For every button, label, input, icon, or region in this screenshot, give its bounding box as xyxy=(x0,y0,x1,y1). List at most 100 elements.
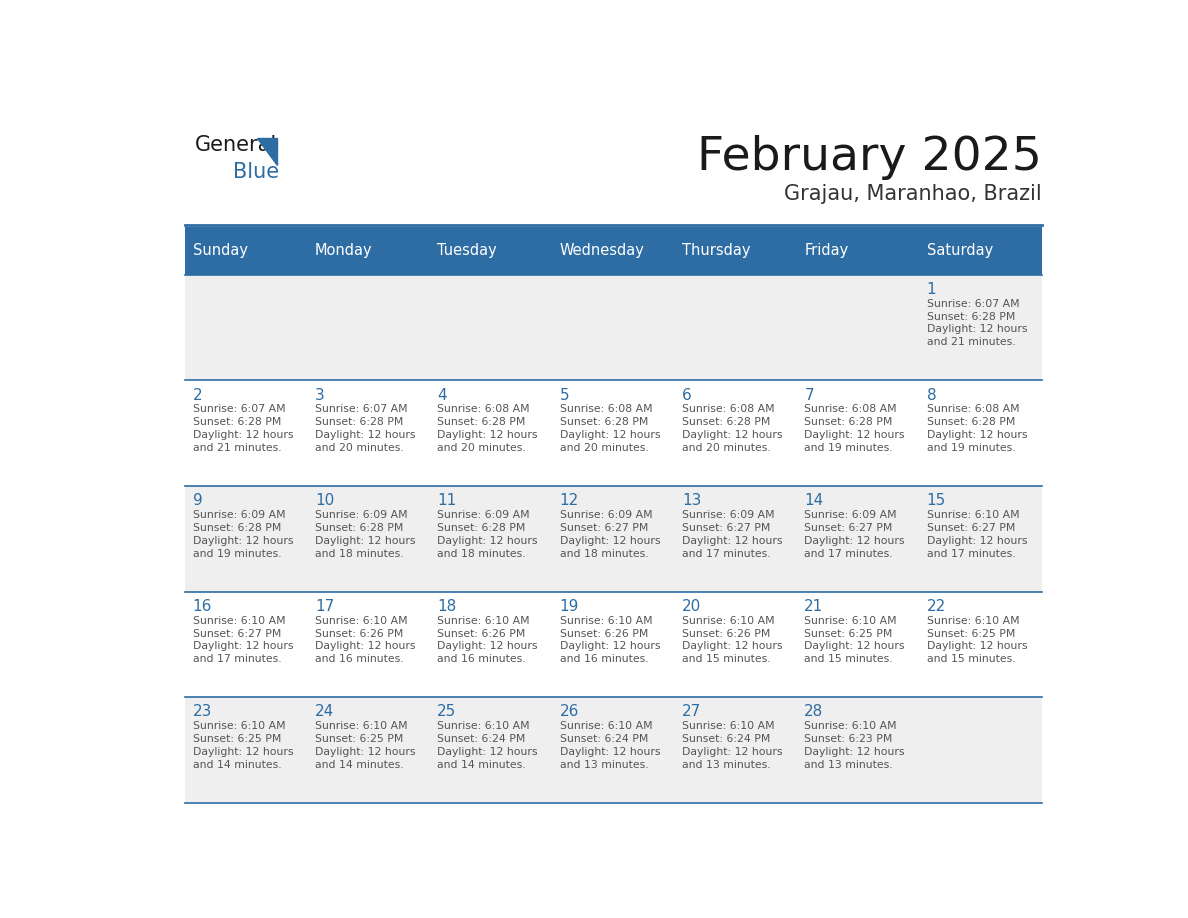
Text: 20: 20 xyxy=(682,599,701,614)
Text: 4: 4 xyxy=(437,387,447,402)
Text: Sunrise: 6:10 AM
Sunset: 6:26 PM
Daylight: 12 hours
and 16 minutes.: Sunrise: 6:10 AM Sunset: 6:26 PM Dayligh… xyxy=(315,616,416,664)
Text: 28: 28 xyxy=(804,704,823,720)
Text: Grajau, Maranhao, Brazil: Grajau, Maranhao, Brazil xyxy=(784,185,1042,205)
FancyBboxPatch shape xyxy=(552,274,675,380)
Text: 12: 12 xyxy=(560,493,579,509)
Text: February 2025: February 2025 xyxy=(696,135,1042,180)
Text: Sunrise: 6:07 AM
Sunset: 6:28 PM
Daylight: 12 hours
and 21 minutes.: Sunrise: 6:07 AM Sunset: 6:28 PM Dayligh… xyxy=(927,299,1028,347)
Text: 16: 16 xyxy=(192,599,213,614)
FancyBboxPatch shape xyxy=(920,380,1042,486)
Text: Sunrise: 6:09 AM
Sunset: 6:28 PM
Daylight: 12 hours
and 18 minutes.: Sunrise: 6:09 AM Sunset: 6:28 PM Dayligh… xyxy=(315,510,416,558)
Text: 1: 1 xyxy=(927,282,936,297)
Text: 13: 13 xyxy=(682,493,701,509)
Text: Sunday: Sunday xyxy=(192,243,247,258)
Text: Friday: Friday xyxy=(804,243,848,258)
Text: 5: 5 xyxy=(560,387,569,402)
Text: Sunrise: 6:10 AM
Sunset: 6:27 PM
Daylight: 12 hours
and 17 minutes.: Sunrise: 6:10 AM Sunset: 6:27 PM Dayligh… xyxy=(192,616,293,664)
Text: Sunrise: 6:10 AM
Sunset: 6:24 PM
Daylight: 12 hours
and 13 minutes.: Sunrise: 6:10 AM Sunset: 6:24 PM Dayligh… xyxy=(560,722,661,769)
Text: Blue: Blue xyxy=(233,162,279,182)
FancyBboxPatch shape xyxy=(797,380,920,486)
FancyBboxPatch shape xyxy=(185,227,308,274)
FancyBboxPatch shape xyxy=(308,274,430,380)
Text: Sunrise: 6:08 AM
Sunset: 6:28 PM
Daylight: 12 hours
and 20 minutes.: Sunrise: 6:08 AM Sunset: 6:28 PM Dayligh… xyxy=(682,405,783,453)
Text: 18: 18 xyxy=(437,599,456,614)
Text: 3: 3 xyxy=(315,387,324,402)
Text: 11: 11 xyxy=(437,493,456,509)
Text: Sunrise: 6:09 AM
Sunset: 6:27 PM
Daylight: 12 hours
and 17 minutes.: Sunrise: 6:09 AM Sunset: 6:27 PM Dayligh… xyxy=(804,510,905,558)
Text: Sunrise: 6:09 AM
Sunset: 6:28 PM
Daylight: 12 hours
and 18 minutes.: Sunrise: 6:09 AM Sunset: 6:28 PM Dayligh… xyxy=(437,510,538,558)
FancyBboxPatch shape xyxy=(308,698,430,803)
Text: Sunrise: 6:10 AM
Sunset: 6:25 PM
Daylight: 12 hours
and 14 minutes.: Sunrise: 6:10 AM Sunset: 6:25 PM Dayligh… xyxy=(315,722,416,769)
Text: Sunrise: 6:09 AM
Sunset: 6:27 PM
Daylight: 12 hours
and 17 minutes.: Sunrise: 6:09 AM Sunset: 6:27 PM Dayligh… xyxy=(682,510,783,558)
FancyBboxPatch shape xyxy=(920,592,1042,698)
FancyBboxPatch shape xyxy=(552,698,675,803)
FancyBboxPatch shape xyxy=(430,486,552,592)
FancyBboxPatch shape xyxy=(920,698,1042,803)
FancyBboxPatch shape xyxy=(308,227,430,274)
Text: 15: 15 xyxy=(927,493,946,509)
Text: Sunrise: 6:10 AM
Sunset: 6:24 PM
Daylight: 12 hours
and 13 minutes.: Sunrise: 6:10 AM Sunset: 6:24 PM Dayligh… xyxy=(682,722,783,769)
Text: Sunrise: 6:07 AM
Sunset: 6:28 PM
Daylight: 12 hours
and 20 minutes.: Sunrise: 6:07 AM Sunset: 6:28 PM Dayligh… xyxy=(315,405,416,453)
Text: 6: 6 xyxy=(682,387,691,402)
FancyBboxPatch shape xyxy=(797,698,920,803)
FancyBboxPatch shape xyxy=(920,227,1042,274)
FancyBboxPatch shape xyxy=(308,380,430,486)
Text: 14: 14 xyxy=(804,493,823,509)
Text: Thursday: Thursday xyxy=(682,243,751,258)
FancyBboxPatch shape xyxy=(675,274,797,380)
FancyBboxPatch shape xyxy=(430,592,552,698)
Text: Sunrise: 6:10 AM
Sunset: 6:26 PM
Daylight: 12 hours
and 16 minutes.: Sunrise: 6:10 AM Sunset: 6:26 PM Dayligh… xyxy=(560,616,661,664)
Text: Sunrise: 6:10 AM
Sunset: 6:23 PM
Daylight: 12 hours
and 13 minutes.: Sunrise: 6:10 AM Sunset: 6:23 PM Dayligh… xyxy=(804,722,905,769)
FancyBboxPatch shape xyxy=(185,486,308,592)
FancyBboxPatch shape xyxy=(430,274,552,380)
Text: Sunrise: 6:08 AM
Sunset: 6:28 PM
Daylight: 12 hours
and 19 minutes.: Sunrise: 6:08 AM Sunset: 6:28 PM Dayligh… xyxy=(804,405,905,453)
Text: Sunrise: 6:09 AM
Sunset: 6:27 PM
Daylight: 12 hours
and 18 minutes.: Sunrise: 6:09 AM Sunset: 6:27 PM Dayligh… xyxy=(560,510,661,558)
FancyBboxPatch shape xyxy=(797,592,920,698)
Text: Sunrise: 6:10 AM
Sunset: 6:25 PM
Daylight: 12 hours
and 15 minutes.: Sunrise: 6:10 AM Sunset: 6:25 PM Dayligh… xyxy=(927,616,1028,664)
Text: Sunrise: 6:10 AM
Sunset: 6:25 PM
Daylight: 12 hours
and 15 minutes.: Sunrise: 6:10 AM Sunset: 6:25 PM Dayligh… xyxy=(804,616,905,664)
FancyBboxPatch shape xyxy=(552,227,675,274)
Text: Sunrise: 6:10 AM
Sunset: 6:24 PM
Daylight: 12 hours
and 14 minutes.: Sunrise: 6:10 AM Sunset: 6:24 PM Dayligh… xyxy=(437,722,538,769)
FancyBboxPatch shape xyxy=(430,227,552,274)
Text: General: General xyxy=(195,135,277,155)
Text: Monday: Monday xyxy=(315,243,373,258)
Text: Sunrise: 6:08 AM
Sunset: 6:28 PM
Daylight: 12 hours
and 20 minutes.: Sunrise: 6:08 AM Sunset: 6:28 PM Dayligh… xyxy=(560,405,661,453)
Text: Sunrise: 6:10 AM
Sunset: 6:26 PM
Daylight: 12 hours
and 15 minutes.: Sunrise: 6:10 AM Sunset: 6:26 PM Dayligh… xyxy=(682,616,783,664)
Text: 17: 17 xyxy=(315,599,334,614)
Text: Sunrise: 6:10 AM
Sunset: 6:27 PM
Daylight: 12 hours
and 17 minutes.: Sunrise: 6:10 AM Sunset: 6:27 PM Dayligh… xyxy=(927,510,1028,558)
Text: 9: 9 xyxy=(192,493,202,509)
Text: Sunrise: 6:09 AM
Sunset: 6:28 PM
Daylight: 12 hours
and 19 minutes.: Sunrise: 6:09 AM Sunset: 6:28 PM Dayligh… xyxy=(192,510,293,558)
FancyBboxPatch shape xyxy=(552,380,675,486)
FancyBboxPatch shape xyxy=(430,698,552,803)
FancyBboxPatch shape xyxy=(185,592,308,698)
Text: 27: 27 xyxy=(682,704,701,720)
FancyBboxPatch shape xyxy=(308,486,430,592)
FancyBboxPatch shape xyxy=(552,592,675,698)
FancyBboxPatch shape xyxy=(552,486,675,592)
FancyBboxPatch shape xyxy=(675,380,797,486)
Text: Sunrise: 6:08 AM
Sunset: 6:28 PM
Daylight: 12 hours
and 20 minutes.: Sunrise: 6:08 AM Sunset: 6:28 PM Dayligh… xyxy=(437,405,538,453)
Text: 8: 8 xyxy=(927,387,936,402)
FancyBboxPatch shape xyxy=(308,592,430,698)
Text: 22: 22 xyxy=(927,599,946,614)
Text: 24: 24 xyxy=(315,704,334,720)
FancyBboxPatch shape xyxy=(675,592,797,698)
FancyBboxPatch shape xyxy=(675,698,797,803)
Text: 23: 23 xyxy=(192,704,213,720)
FancyBboxPatch shape xyxy=(920,486,1042,592)
Text: Sunrise: 6:10 AM
Sunset: 6:26 PM
Daylight: 12 hours
and 16 minutes.: Sunrise: 6:10 AM Sunset: 6:26 PM Dayligh… xyxy=(437,616,538,664)
Text: 21: 21 xyxy=(804,599,823,614)
Text: Wednesday: Wednesday xyxy=(560,243,645,258)
Text: 26: 26 xyxy=(560,704,579,720)
FancyBboxPatch shape xyxy=(797,274,920,380)
FancyBboxPatch shape xyxy=(430,380,552,486)
Text: 25: 25 xyxy=(437,704,456,720)
FancyBboxPatch shape xyxy=(675,486,797,592)
Text: Tuesday: Tuesday xyxy=(437,243,497,258)
Text: Sunrise: 6:10 AM
Sunset: 6:25 PM
Daylight: 12 hours
and 14 minutes.: Sunrise: 6:10 AM Sunset: 6:25 PM Dayligh… xyxy=(192,722,293,769)
FancyBboxPatch shape xyxy=(185,698,308,803)
Text: 7: 7 xyxy=(804,387,814,402)
FancyBboxPatch shape xyxy=(920,274,1042,380)
FancyBboxPatch shape xyxy=(675,227,797,274)
Text: 19: 19 xyxy=(560,599,579,614)
